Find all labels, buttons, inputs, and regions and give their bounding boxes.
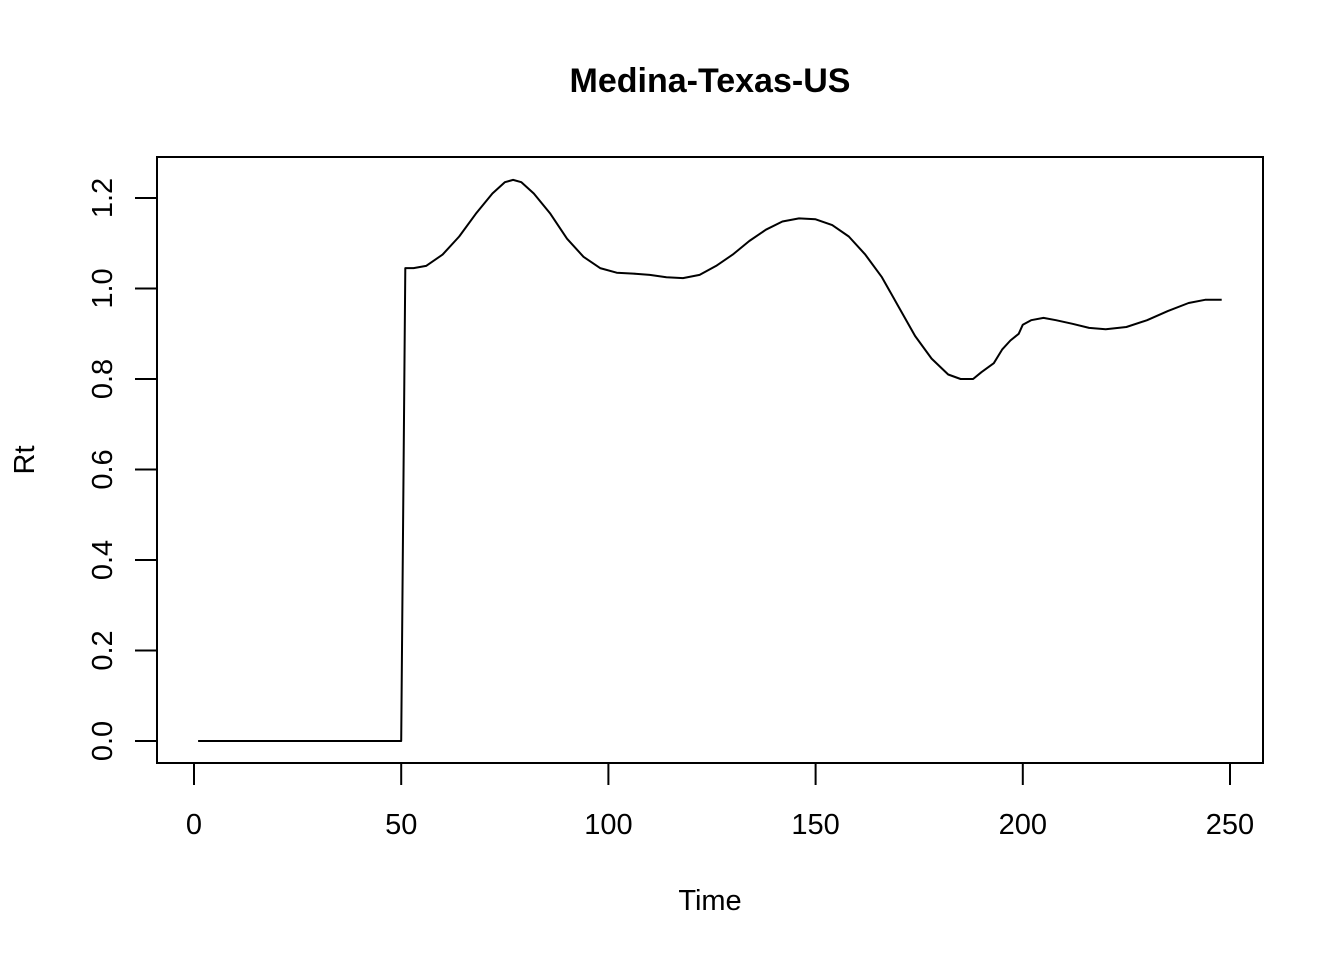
x-axis: 0 50 100 150 200 250 xyxy=(186,762,1254,841)
y-tick-label: 0.6 xyxy=(87,449,119,489)
y-axis-label: Rt xyxy=(9,446,41,475)
y-tick-label: 0.0 xyxy=(87,721,119,761)
x-axis-label: Time xyxy=(678,885,741,917)
y-tick-label: 1.2 xyxy=(87,178,119,218)
x-tick-label: 150 xyxy=(791,809,839,841)
plot-frame xyxy=(156,156,1264,764)
x-tick-label: 250 xyxy=(1206,809,1254,841)
y-axis: 0.0 0.2 0.4 0.6 0.8 1.0 1.2 xyxy=(87,178,158,761)
y-tick-label: 0.8 xyxy=(87,359,119,399)
rt-series-line xyxy=(198,178,1222,742)
y-tick-label: 0.4 xyxy=(87,540,119,580)
x-tick-label: 0 xyxy=(186,809,202,841)
x-tick-label: 50 xyxy=(385,809,417,841)
x-tick-label: 200 xyxy=(999,809,1047,841)
y-tick-label: 0.2 xyxy=(87,630,119,670)
chart-title: Medina-Texas-US xyxy=(570,62,851,100)
y-tick-label: 1.0 xyxy=(87,268,119,308)
x-tick-label: 100 xyxy=(584,809,632,841)
